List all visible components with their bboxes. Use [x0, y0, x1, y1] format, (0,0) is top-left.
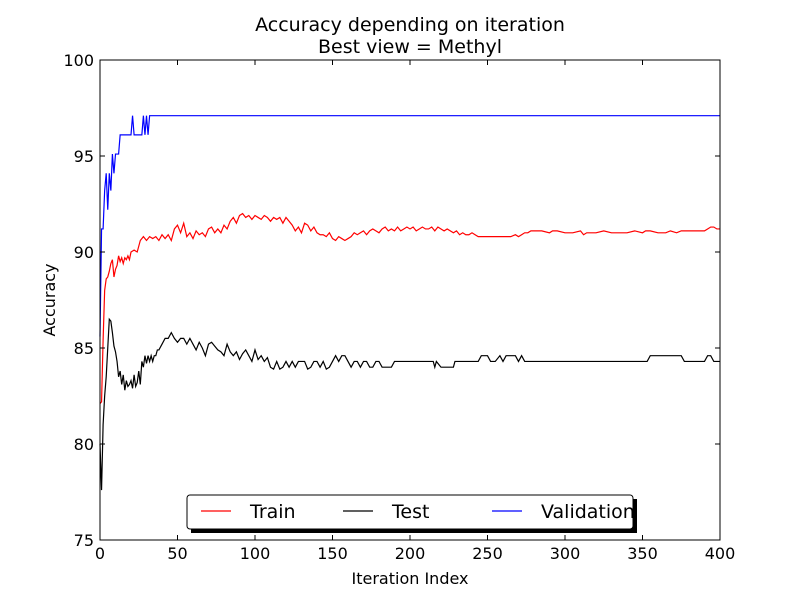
x-tick-label: 100 [240, 544, 271, 563]
legend-label-test: Test [391, 501, 429, 523]
chart-title: Accuracy depending on iteration [255, 14, 565, 36]
chart-subtitle: Best view = Methyl [318, 36, 502, 58]
x-tick-label: 300 [550, 544, 581, 563]
legend: Train Test Validation [186, 494, 637, 533]
y-tick-label: 80 [74, 435, 94, 454]
series-line-train [99, 212, 720, 405]
y-axis-label: Accuracy [40, 263, 59, 336]
ticks: 0 50 100 150 200 250 300 350 400 75 80 85 90 95 100 [63, 51, 735, 563]
y-tick-label: 100 [63, 51, 94, 70]
x-tick-label: 200 [395, 544, 426, 563]
legend-label-validation: Validation [541, 501, 635, 523]
series-line-test [99, 317, 720, 491]
y-tick-label: 85 [74, 339, 94, 358]
plot-area: 0 50 100 150 200 250 300 350 400 75 80 85 90 95 100 [63, 51, 735, 563]
y-tick-label: 75 [74, 531, 94, 550]
series-line-validation [99, 115, 720, 337]
legend-label-train: Train [249, 501, 296, 523]
y-tick-label: 95 [74, 147, 94, 166]
y-tick-label: 90 [74, 243, 94, 262]
x-tick-label: 400 [705, 544, 736, 563]
x-tick-label: 50 [167, 544, 187, 563]
x-axis-label: Iteration Index [352, 569, 469, 588]
x-tick-label: 350 [627, 544, 658, 563]
x-tick-label: 150 [317, 544, 348, 563]
axes-frame [99, 59, 721, 541]
x-tick-label: 250 [472, 544, 503, 563]
series-lines [99, 115, 720, 491]
legend-box [186, 494, 634, 530]
x-tick-label: 0 [95, 544, 105, 563]
